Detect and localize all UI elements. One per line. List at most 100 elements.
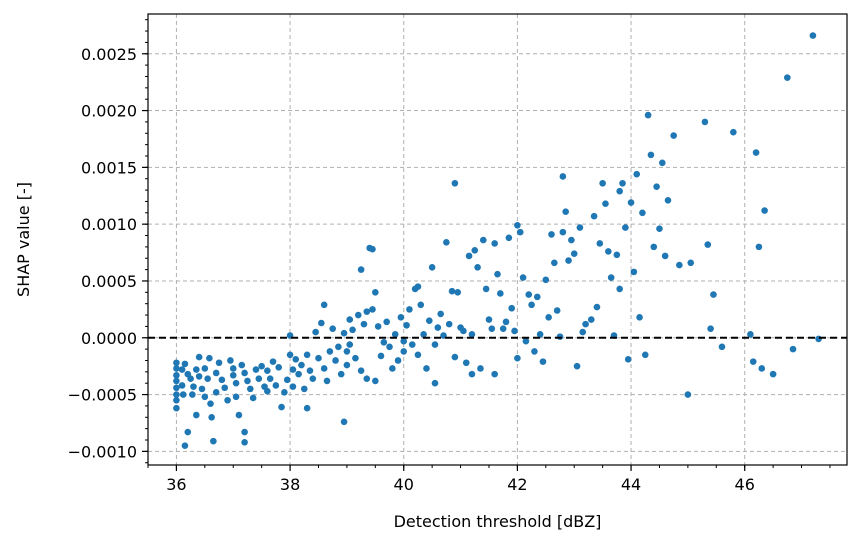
data-point — [289, 383, 297, 390]
data-point — [178, 382, 186, 389]
data-point — [553, 307, 561, 314]
data-point — [477, 365, 484, 372]
data-point — [622, 224, 629, 231]
data-point — [570, 250, 578, 258]
data-point — [525, 291, 533, 298]
data-point — [369, 306, 376, 313]
data-point — [491, 370, 498, 378]
data-point — [208, 413, 215, 421]
data-point — [312, 328, 319, 336]
data-point — [491, 240, 498, 247]
data-point — [193, 366, 200, 373]
data-point — [420, 331, 427, 338]
data-point — [255, 375, 263, 382]
data-point — [479, 236, 487, 244]
data-point — [292, 356, 300, 363]
data-point — [300, 385, 308, 393]
data-point — [238, 361, 246, 369]
data-point — [283, 376, 291, 384]
data-point — [187, 375, 194, 382]
data-point — [343, 361, 351, 369]
data-point — [309, 375, 317, 382]
data-point — [599, 179, 606, 187]
data-point — [363, 375, 371, 382]
data-point — [275, 364, 283, 371]
data-point — [190, 383, 197, 390]
data-point — [576, 224, 584, 231]
x-tick-label: 40 — [394, 475, 414, 494]
data-point — [573, 362, 581, 370]
data-point — [664, 197, 672, 204]
data-point — [232, 393, 240, 401]
data-point — [408, 341, 416, 348]
data-point — [189, 391, 196, 398]
data-point — [579, 328, 587, 336]
data-point — [428, 264, 436, 271]
y-tick-label: 0.0020 — [81, 102, 137, 121]
y-tick-label: 0.0010 — [81, 215, 137, 234]
data-point — [417, 301, 425, 309]
data-point — [650, 243, 658, 251]
data-point — [502, 318, 510, 326]
data-point — [400, 348, 408, 355]
data-point — [181, 360, 189, 368]
data-point — [210, 437, 217, 445]
data-point — [497, 290, 504, 297]
data-point — [184, 428, 192, 436]
data-point — [815, 335, 822, 343]
data-point — [306, 367, 314, 375]
data-point — [647, 151, 655, 159]
data-point — [468, 370, 476, 378]
data-point — [676, 261, 683, 269]
data-point — [232, 379, 240, 387]
data-point — [462, 359, 470, 367]
data-point — [386, 343, 393, 351]
data-point — [616, 187, 623, 195]
data-point — [656, 225, 663, 233]
data-point — [406, 306, 413, 313]
data-point — [289, 366, 297, 373]
data-point — [582, 320, 589, 328]
data-point — [761, 207, 768, 214]
data-point — [374, 323, 382, 330]
data-point — [704, 241, 712, 248]
data-point — [320, 365, 328, 372]
data-point — [372, 377, 379, 385]
data-point — [235, 411, 243, 419]
y-axis-ticks: −0.0010 −0.0005 0.0000 0.0005 0.0010 0.0015 0.… — [68, 45, 148, 461]
data-point — [454, 289, 462, 296]
data-point — [320, 301, 328, 309]
data-point — [630, 268, 638, 276]
data-point — [335, 343, 342, 351]
data-point — [559, 173, 567, 180]
data-point — [755, 243, 763, 251]
data-point — [670, 132, 677, 139]
data-point — [357, 266, 365, 273]
data-point — [181, 442, 189, 449]
data-point — [269, 358, 277, 365]
data-point — [423, 365, 430, 372]
data-point — [360, 320, 368, 328]
data-point — [627, 199, 635, 206]
data-point — [508, 304, 516, 312]
data-point — [482, 285, 490, 293]
data-point — [229, 365, 237, 372]
data-point — [343, 348, 351, 355]
data-point — [278, 403, 285, 411]
data-point — [354, 311, 362, 319]
data-point — [431, 379, 439, 387]
data-point — [465, 252, 473, 260]
data-point — [173, 371, 180, 379]
data-point — [616, 285, 623, 293]
data-point — [212, 388, 220, 396]
data-point — [207, 400, 214, 407]
data-point — [494, 270, 501, 278]
data-point — [548, 231, 555, 238]
data-point — [528, 301, 535, 309]
data-point — [266, 375, 274, 382]
data-point — [789, 345, 797, 353]
data-point — [303, 404, 311, 412]
data-point — [340, 418, 348, 426]
data-point — [596, 240, 604, 247]
data-point — [531, 348, 538, 355]
